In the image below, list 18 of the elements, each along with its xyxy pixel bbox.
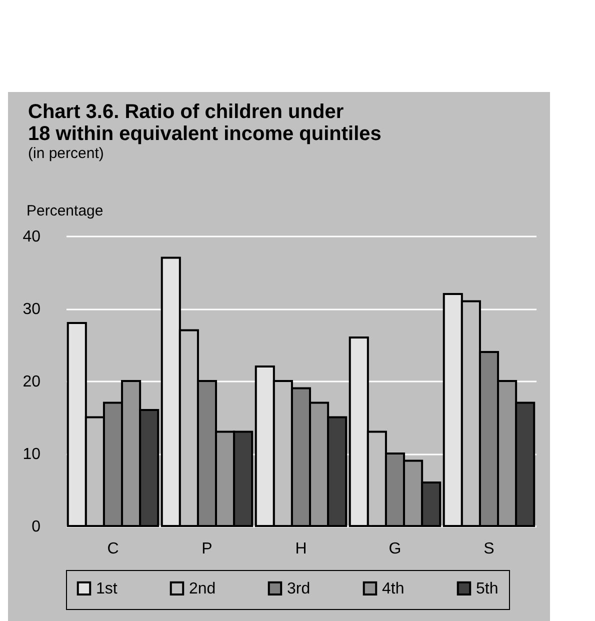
y-tick-label: 0 (32, 518, 41, 536)
x-tick-label: P (202, 540, 212, 558)
y-tick-label: 40 (22, 228, 41, 246)
x-tick-label: H (295, 540, 307, 558)
legend-label: 3rd (287, 580, 310, 598)
x-tick-label: C (107, 540, 119, 558)
y-tick-label: 30 (22, 301, 41, 318)
legend-label: 4th (382, 580, 404, 598)
y-axis-title: Percentage (26, 202, 104, 220)
chart-subtitle: (in percent) (28, 145, 104, 162)
y-tick-label: 10 (22, 446, 41, 463)
x-tick-label: G (388, 540, 402, 558)
legend-label: 2nd (189, 580, 216, 598)
legend-label: 5th (476, 580, 498, 598)
chart-title: Chart 3.6. Ratio of children under 18 within equivalent income quintiles (28, 101, 382, 145)
y-tick-label: 20 (22, 374, 41, 390)
legend-label: 1st (96, 580, 118, 598)
x-tick-label: S (484, 540, 494, 558)
